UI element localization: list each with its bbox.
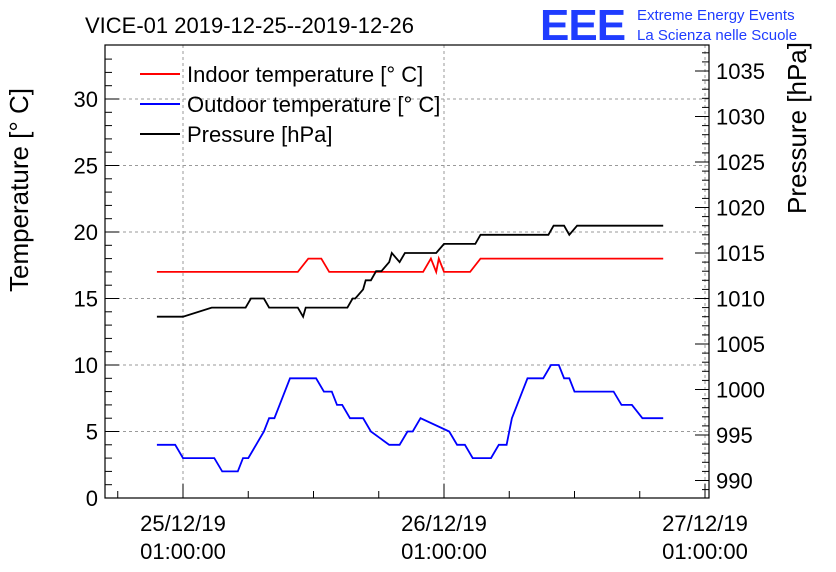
y-tick-label: 25 — [74, 154, 98, 179]
x-tick-label: 25/12/19 — [140, 511, 226, 536]
tick-layer: 0510152025309909951000100510101015102010… — [74, 52, 765, 564]
series-line-3 — [156, 224, 664, 319]
y-axis-label: Temperature [° C] — [4, 88, 34, 292]
y2-tick-label: 1005 — [716, 332, 765, 357]
y2-axis-label: Pressure [hPa] — [782, 42, 812, 214]
y2-tick-label: 1010 — [716, 287, 765, 312]
y2-tick-label: 1030 — [716, 105, 765, 130]
y-tick-label: 15 — [74, 287, 98, 312]
legend-label-3: Pressure [hPa] — [187, 122, 333, 147]
series-layer — [156, 224, 664, 473]
logo-mark: EEE — [540, 1, 625, 50]
y2-tick-label: 1020 — [716, 196, 765, 221]
series-line-2 — [156, 364, 664, 473]
legend-label-2: Outdoor temperature [° C] — [187, 92, 440, 117]
y2-tick-label: 990 — [716, 469, 753, 494]
series-line-1 — [156, 255, 664, 276]
legend: Indoor temperature [° C] Outdoor temperat… — [140, 62, 440, 147]
y-tick-label: 20 — [74, 220, 98, 245]
legend-label-1: Indoor temperature [° C] — [187, 62, 423, 87]
y2-tick-label: 1015 — [716, 241, 765, 266]
x-tick-label: 01:00:00 — [140, 539, 226, 564]
chart-title: VICE-01 2019-12-25--2019-12-26 — [85, 13, 414, 38]
y2-tick-label: 1035 — [716, 59, 765, 84]
y2-tick-label: 1000 — [716, 378, 765, 403]
x-tick-label: 27/12/19 — [662, 511, 748, 536]
logo-line-2: La Scienza nelle Scuole — [637, 27, 797, 44]
y2-tick-label: 1025 — [716, 150, 765, 175]
y-tick-label: 0 — [86, 486, 98, 511]
y-tick-label: 5 — [86, 420, 98, 445]
y-tick-label: 30 — [74, 87, 98, 112]
y2-tick-label: 995 — [716, 423, 753, 448]
y-tick-label: 10 — [74, 353, 98, 378]
x-tick-label: 26/12/19 — [401, 511, 487, 536]
logo-line-1: Extreme Energy Events — [637, 7, 795, 24]
x-tick-label: 01:00:00 — [401, 539, 487, 564]
x-tick-label: 01:00:00 — [662, 539, 748, 564]
eee-logo: EEE Extreme Energy Events La Scienza nel… — [540, 1, 797, 50]
